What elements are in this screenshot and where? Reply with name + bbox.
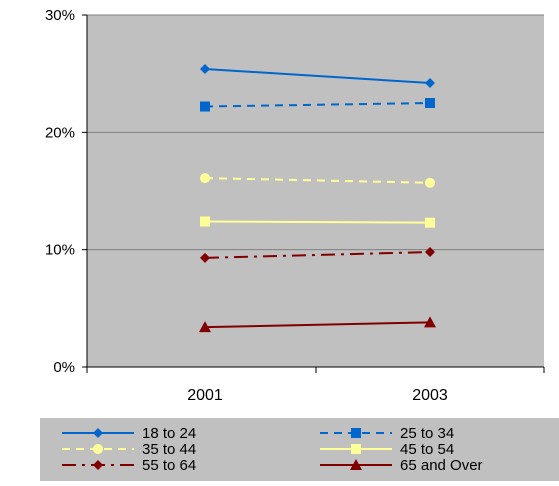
data-point-55-to-64 xyxy=(200,252,210,263)
legend-label-55-to-64: 55 to 64 xyxy=(142,457,196,474)
x-tick-label: 2003 xyxy=(412,387,448,404)
data-point-55-to-64 xyxy=(425,247,435,258)
axes: 0% 10% 20% 30% 2001 2003 xyxy=(45,7,545,404)
series-line-18-to-24 xyxy=(204,67,431,85)
data-point-65-and-over xyxy=(424,316,436,328)
x-tick-label: 2001 xyxy=(187,387,223,404)
data-point-45-to-54 xyxy=(425,217,435,228)
legend-label-25-to-34: 25 to 34 xyxy=(400,425,454,442)
data-point-35-to-44 xyxy=(200,173,210,184)
legend-marker-65-and-over xyxy=(350,459,362,470)
data-point-25-to-34 xyxy=(425,98,435,108)
series-group xyxy=(199,63,436,333)
data-point-18-to-24 xyxy=(425,78,435,89)
series-line-45-to-54 xyxy=(204,220,431,224)
data-point-25-to-34 xyxy=(200,101,210,112)
series-line-35-to-44 xyxy=(204,177,431,184)
series-line-25-to-34 xyxy=(204,102,431,108)
legend-marker-18-to-24 xyxy=(93,428,103,438)
legend-label-45-to-54: 45 to 54 xyxy=(400,441,454,458)
data-point-18-to-24 xyxy=(200,63,210,74)
legend-marker-45-to-54 xyxy=(351,444,361,454)
legend: 18 to 24 25 to 34 35 to 44 45 to 54 55 to 64… xyxy=(62,425,483,474)
legend-label-35-to-44: 35 to 44 xyxy=(142,441,196,458)
y-tick-label: 0% xyxy=(53,359,75,376)
y-tick-label: 30% xyxy=(45,7,75,24)
legend-box xyxy=(40,418,559,481)
plot-area xyxy=(87,15,544,367)
y-tick-label: 20% xyxy=(45,124,75,141)
legend-label-65-and-over: 65 and Over xyxy=(400,457,483,474)
legend-marker-35-to-44 xyxy=(93,444,103,454)
legend-marker-25-to-34 xyxy=(351,428,361,438)
y-tick-label: 10% xyxy=(45,242,75,259)
legend-marker-55-to-64 xyxy=(93,460,103,470)
series-line-65-and-over xyxy=(204,321,431,329)
data-point-35-to-44 xyxy=(425,177,435,188)
gridlines xyxy=(87,14,544,251)
data-point-45-to-54 xyxy=(200,216,210,227)
series-line-55-to-64 xyxy=(204,251,431,259)
legend-label-18-to-24: 18 to 24 xyxy=(142,425,196,442)
data-point-65-and-over xyxy=(199,321,211,333)
